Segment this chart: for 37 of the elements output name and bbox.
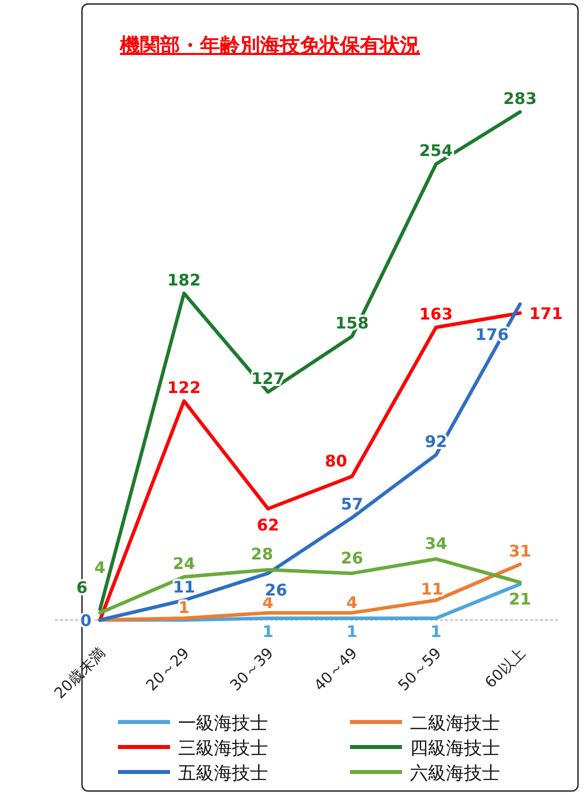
legend-label: 六級海技士 <box>410 763 500 784</box>
x-tick-label: 20歳未満 <box>50 644 109 702</box>
legend-label: 二級海技士 <box>410 713 500 734</box>
data-label: 26 <box>340 548 364 568</box>
data-label: 283 <box>503 89 537 108</box>
data-label: 1 <box>430 622 442 642</box>
data-label: 0 <box>80 611 92 630</box>
x-tick-label: 60以上 <box>481 644 529 692</box>
data-label: 4 <box>94 558 106 577</box>
data-label: 122 <box>167 378 201 398</box>
x-tick-label: 50～59 <box>394 644 445 694</box>
data-label: 182 <box>167 270 201 290</box>
data-label: 171 <box>529 304 563 324</box>
data-label: 4 <box>346 592 358 612</box>
data-label: 1 <box>346 622 358 642</box>
data-label: 11 <box>420 579 444 598</box>
data-label: 62 <box>256 516 280 535</box>
x-tick-label: 40～49 <box>310 644 361 694</box>
data-label: 28 <box>250 544 274 564</box>
data-label: 24 <box>172 554 196 573</box>
chart-title: 機関部・年齢別海技免状保有状況 <box>119 33 420 57</box>
data-label: 163 <box>419 304 453 324</box>
data-label: 80 <box>324 451 348 470</box>
x-tick-label: 20～29 <box>142 644 193 694</box>
data-label: 31 <box>508 541 532 560</box>
data-label: 57 <box>340 494 364 514</box>
data-label: 34 <box>424 534 448 553</box>
x-tick-label: 30～39 <box>226 644 277 694</box>
legend-label: 四級海技士 <box>410 738 500 759</box>
legend-label: 一級海技士 <box>178 713 268 734</box>
legend-label: 三級海技士 <box>178 738 268 759</box>
data-label: 254 <box>419 141 453 160</box>
data-label: 1 <box>262 622 274 642</box>
legend-label: 五級海技士 <box>178 763 268 784</box>
data-label: 21 <box>508 589 532 608</box>
data-label: 11 <box>172 577 196 596</box>
data-label: 1 <box>178 598 190 618</box>
